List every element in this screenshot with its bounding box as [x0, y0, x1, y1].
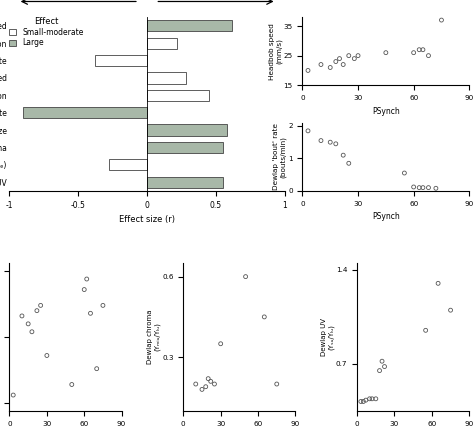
Point [207, 378, 215, 385]
Point [242, 273, 249, 280]
Point [93, 365, 100, 372]
Point [317, 137, 325, 144]
Point [99, 302, 107, 309]
Point [204, 375, 212, 382]
Point [438, 17, 445, 24]
Y-axis label: Dewlap 'bout' rate
(bouts/min): Dewlap 'bout' rate (bouts/min) [273, 123, 287, 190]
Point [351, 55, 358, 62]
Point [360, 398, 367, 405]
Point [336, 55, 343, 62]
Legend: Small-moderate, Large: Small-moderate, Large [9, 17, 84, 48]
Y-axis label: Headbob speed
(mm/s): Headbob speed (mm/s) [269, 23, 282, 80]
Point [33, 307, 41, 314]
Point [425, 52, 432, 59]
Bar [147, 72, 186, 83]
Point [202, 383, 210, 390]
Point [447, 307, 455, 314]
Bar [95, 55, 147, 66]
Point [217, 340, 225, 347]
Point [304, 128, 312, 134]
Point [362, 397, 370, 404]
Point [339, 152, 347, 159]
Point [422, 327, 429, 334]
Point [43, 352, 51, 359]
X-axis label: PSynch: PSynch [372, 107, 400, 116]
X-axis label: Effect size (r): Effect size (r) [119, 215, 175, 224]
Point [381, 363, 388, 370]
Point [366, 395, 374, 402]
Point [317, 61, 325, 68]
Bar [147, 89, 209, 101]
Point [332, 140, 339, 147]
Point [332, 58, 339, 65]
Point [68, 381, 75, 388]
Point [401, 169, 408, 176]
Point [419, 184, 427, 191]
Point [345, 52, 353, 59]
Point [410, 49, 418, 56]
Point [432, 185, 440, 192]
Point [415, 46, 423, 53]
Point [354, 52, 362, 59]
Point [419, 46, 427, 53]
Bar [147, 38, 177, 49]
Bar [147, 20, 232, 31]
Point [372, 395, 380, 402]
Point [434, 280, 442, 287]
Point [28, 328, 36, 335]
Point [376, 367, 383, 374]
Point [425, 184, 432, 191]
Point [24, 321, 32, 327]
Point [357, 398, 365, 405]
Bar [109, 159, 147, 170]
Point [198, 386, 206, 393]
Bar [147, 142, 223, 153]
Point [327, 64, 334, 71]
Point [378, 358, 386, 365]
Point [304, 67, 312, 74]
X-axis label: PSynch: PSynch [372, 212, 400, 221]
Point [37, 302, 45, 309]
Point [81, 286, 88, 293]
Point [87, 310, 94, 317]
Point [345, 160, 353, 167]
Y-axis label: Dewlap UV
(Yₛᵤ/Yₗᵤ): Dewlap UV (Yₛᵤ/Yₗᵤ) [321, 318, 335, 356]
Point [210, 380, 218, 387]
Point [83, 276, 91, 282]
Y-axis label: Dewlap chroma
(Yₘᵢᵤ/Yₗᵤ): Dewlap chroma (Yₘᵢᵤ/Yₗᵤ) [147, 310, 161, 364]
Point [368, 395, 376, 402]
Point [410, 184, 418, 190]
Point [192, 380, 200, 387]
Point [18, 312, 26, 319]
Bar [147, 125, 227, 136]
Point [415, 184, 423, 191]
Point [327, 139, 334, 146]
Bar [147, 176, 223, 188]
Point [339, 61, 347, 68]
Point [261, 313, 268, 320]
Point [9, 392, 17, 398]
Point [273, 380, 281, 387]
Bar [23, 107, 147, 118]
Point [382, 49, 390, 56]
